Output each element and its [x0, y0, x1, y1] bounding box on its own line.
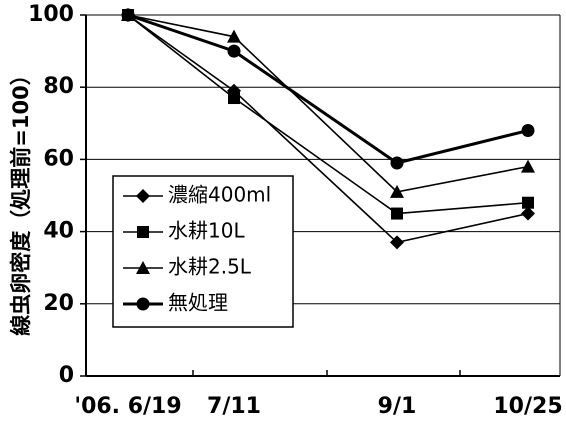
data-point-circle	[227, 44, 241, 58]
series-line	[127, 14, 529, 215]
data-point-diamond	[521, 206, 535, 221]
series-line	[127, 14, 529, 244]
series-line	[127, 13, 529, 165]
x-tick-label: 9/1	[378, 394, 417, 419]
y-tick-label: 40	[43, 219, 74, 244]
y-tick-labels: 0 20 40 60 80 100	[28, 2, 74, 388]
legend-label: 水耕2.5L	[168, 255, 252, 279]
series-lines	[121, 8, 535, 250]
data-point-square	[522, 196, 534, 209]
x-tick-label: 7/11	[207, 394, 261, 419]
legend: 濃縮400ml 水耕10L 水耕2.5L 無処理	[112, 175, 294, 328]
y-tick-label: 60	[43, 146, 74, 171]
data-point-circle	[390, 156, 404, 170]
data-point-square	[391, 207, 403, 220]
legend-label: 濃縮400ml	[168, 183, 271, 207]
x-tick-labels: '06. 6/19 7/11 9/1 10/25	[74, 394, 562, 419]
series-triangle	[121, 8, 535, 198]
data-point-diamond	[390, 235, 404, 250]
data-point-triangle	[227, 29, 241, 43]
x-tick-label: '06. 6/19	[74, 394, 181, 419]
legend-label: 無処理	[168, 291, 228, 315]
data-point-square	[228, 92, 240, 105]
y-tick-label: 0	[59, 363, 74, 388]
data-point-triangle	[390, 184, 404, 198]
legend-marker-triangle	[136, 261, 150, 274]
y-tick-label: 20	[43, 291, 74, 316]
legend-marker-circle	[136, 297, 150, 311]
data-point-triangle	[521, 159, 535, 173]
data-point-circle	[521, 124, 535, 138]
legend-marker-diamond	[136, 189, 150, 203]
y-tick-label: 100	[28, 2, 74, 27]
series-line	[127, 14, 529, 193]
y-tick-label: 80	[43, 74, 74, 99]
legend-label: 水耕10L	[168, 219, 245, 243]
legend-marker-square	[137, 226, 149, 238]
y-axis-label: 線虫卵密度（処理前=100）	[9, 64, 33, 335]
series-circle	[121, 8, 535, 170]
axes	[80, 14, 560, 377]
data-point-circle	[121, 8, 135, 22]
x-tick-label: 10/25	[493, 394, 562, 419]
